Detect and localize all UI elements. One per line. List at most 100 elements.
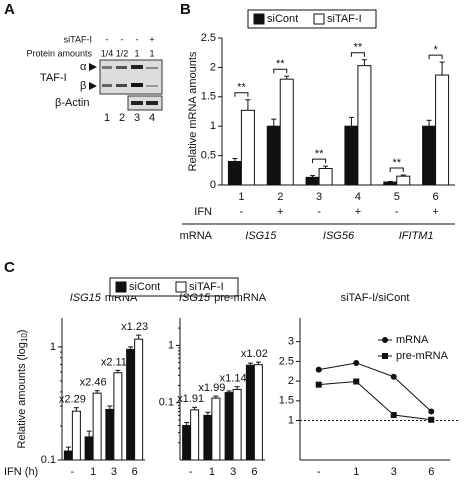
y-tick-label: 2 bbox=[288, 375, 294, 387]
legend-marker bbox=[382, 337, 388, 343]
significance-label: * bbox=[433, 44, 438, 56]
sitaf-sign: - bbox=[121, 34, 124, 44]
band bbox=[102, 84, 112, 87]
bar bbox=[240, 109, 255, 186]
x-tick-label: 1 bbox=[353, 466, 359, 478]
bar bbox=[357, 65, 372, 186]
panel-label: C bbox=[4, 259, 15, 276]
bar bbox=[279, 78, 294, 186]
x-tick-label: 4 bbox=[355, 191, 361, 203]
x-tick-label: 3 bbox=[316, 191, 322, 203]
legend-label: siTAF-I bbox=[189, 281, 224, 293]
bar bbox=[253, 364, 263, 461]
series-line bbox=[318, 362, 432, 412]
y-tick-label: 0.1 bbox=[41, 454, 56, 466]
alpha-label: α bbox=[80, 61, 87, 73]
bar bbox=[105, 408, 115, 461]
mrna-label: ISG56 bbox=[323, 230, 355, 242]
significance-label: ** bbox=[315, 148, 324, 160]
significance-bracket bbox=[234, 92, 249, 97]
bar bbox=[305, 176, 320, 186]
significance-bracket bbox=[350, 52, 365, 57]
x-tick-label: 6 bbox=[433, 191, 439, 203]
panel-label: A bbox=[4, 1, 15, 18]
marker bbox=[315, 366, 322, 373]
legend-swatch bbox=[175, 281, 187, 293]
lane-label: 3 bbox=[134, 112, 140, 124]
bar bbox=[383, 181, 398, 186]
x-tick-label: 6 bbox=[132, 466, 138, 478]
ratio-label: x1.23 bbox=[121, 321, 148, 333]
chart-title: ISG15 pre-mRNA bbox=[179, 292, 267, 304]
ifn-sign: + bbox=[355, 206, 361, 218]
significance-label: ** bbox=[354, 42, 363, 54]
significance-bracket bbox=[273, 68, 288, 74]
x-tick-label: 6 bbox=[251, 466, 257, 478]
title-text: pre-mRNA bbox=[214, 292, 267, 304]
y-axis-label: Relative mRNA amounts bbox=[187, 51, 199, 171]
y-tick-label: 0 bbox=[210, 179, 216, 191]
legend-swatch bbox=[115, 281, 127, 293]
gene-name: ISG15 bbox=[70, 292, 102, 304]
bar bbox=[92, 392, 102, 461]
y-tick-label: 1 bbox=[50, 341, 56, 353]
band bbox=[116, 84, 127, 87]
y-label-end: ) bbox=[16, 330, 28, 334]
y-tick-label: 1.5 bbox=[279, 395, 294, 407]
bar bbox=[84, 436, 94, 461]
y-tick-label: 1 bbox=[288, 414, 294, 426]
band bbox=[131, 65, 143, 69]
actin-label: β-Actin bbox=[55, 97, 89, 109]
arrowhead bbox=[89, 63, 97, 71]
x-tick-label: - bbox=[189, 466, 193, 478]
sitaf-sign: - bbox=[136, 34, 139, 44]
band bbox=[146, 101, 158, 105]
beta-label: β bbox=[80, 80, 86, 92]
legend-label: siCont bbox=[129, 281, 160, 293]
ratio-label: x1.14 bbox=[220, 373, 247, 385]
arrowhead bbox=[89, 82, 97, 90]
significance-label: ** bbox=[276, 58, 285, 70]
y-label-sub: 10 bbox=[20, 333, 29, 342]
protein-label: Protein amounts bbox=[26, 48, 92, 58]
bar bbox=[266, 125, 281, 186]
ifn-sign: - bbox=[317, 206, 321, 218]
chart-title: siTAF-I/siCont bbox=[341, 292, 410, 304]
legend-swatch bbox=[313, 13, 325, 25]
ratio-label: x2.46 bbox=[80, 377, 107, 389]
marker bbox=[390, 412, 397, 419]
legend-label: siCont bbox=[267, 13, 298, 25]
x-axis-label: IFN (h) bbox=[4, 466, 38, 478]
legend-box bbox=[247, 9, 377, 29]
ifn-sign: + bbox=[277, 206, 283, 218]
band bbox=[146, 85, 158, 87]
legend-box bbox=[109, 277, 239, 297]
bar bbox=[422, 125, 437, 186]
sitaf-sign: - bbox=[106, 34, 109, 44]
x-tick-label: 1 bbox=[238, 191, 244, 203]
x-tick-label: 1 bbox=[90, 466, 96, 478]
title-text: siTAF-I/siCont bbox=[341, 292, 410, 304]
bar bbox=[71, 410, 81, 461]
legend-marker bbox=[382, 353, 388, 359]
bar bbox=[245, 364, 255, 461]
ratio-label: x1.91 bbox=[177, 393, 204, 405]
legend-swatch bbox=[253, 13, 265, 25]
ifn-sign: - bbox=[240, 206, 244, 218]
y-tick-label: 1 bbox=[210, 120, 216, 132]
significance-label: ** bbox=[392, 157, 401, 169]
band bbox=[116, 66, 127, 69]
y-axis-label: Relative amounts (log10) bbox=[16, 330, 29, 449]
y-label-text: Relative amounts (log bbox=[16, 342, 28, 448]
band bbox=[131, 83, 143, 87]
ratio-label: x2.11 bbox=[101, 356, 127, 368]
x-tick-label: 1 bbox=[209, 466, 215, 478]
significance-label: ** bbox=[237, 82, 246, 94]
row-label: mRNA bbox=[180, 230, 213, 242]
legend-label: mRNA bbox=[396, 334, 429, 346]
significance-bracket bbox=[428, 54, 443, 60]
x-tick-label: 3 bbox=[111, 466, 117, 478]
bar bbox=[203, 414, 213, 461]
gene-name: ISG15 bbox=[179, 292, 211, 304]
